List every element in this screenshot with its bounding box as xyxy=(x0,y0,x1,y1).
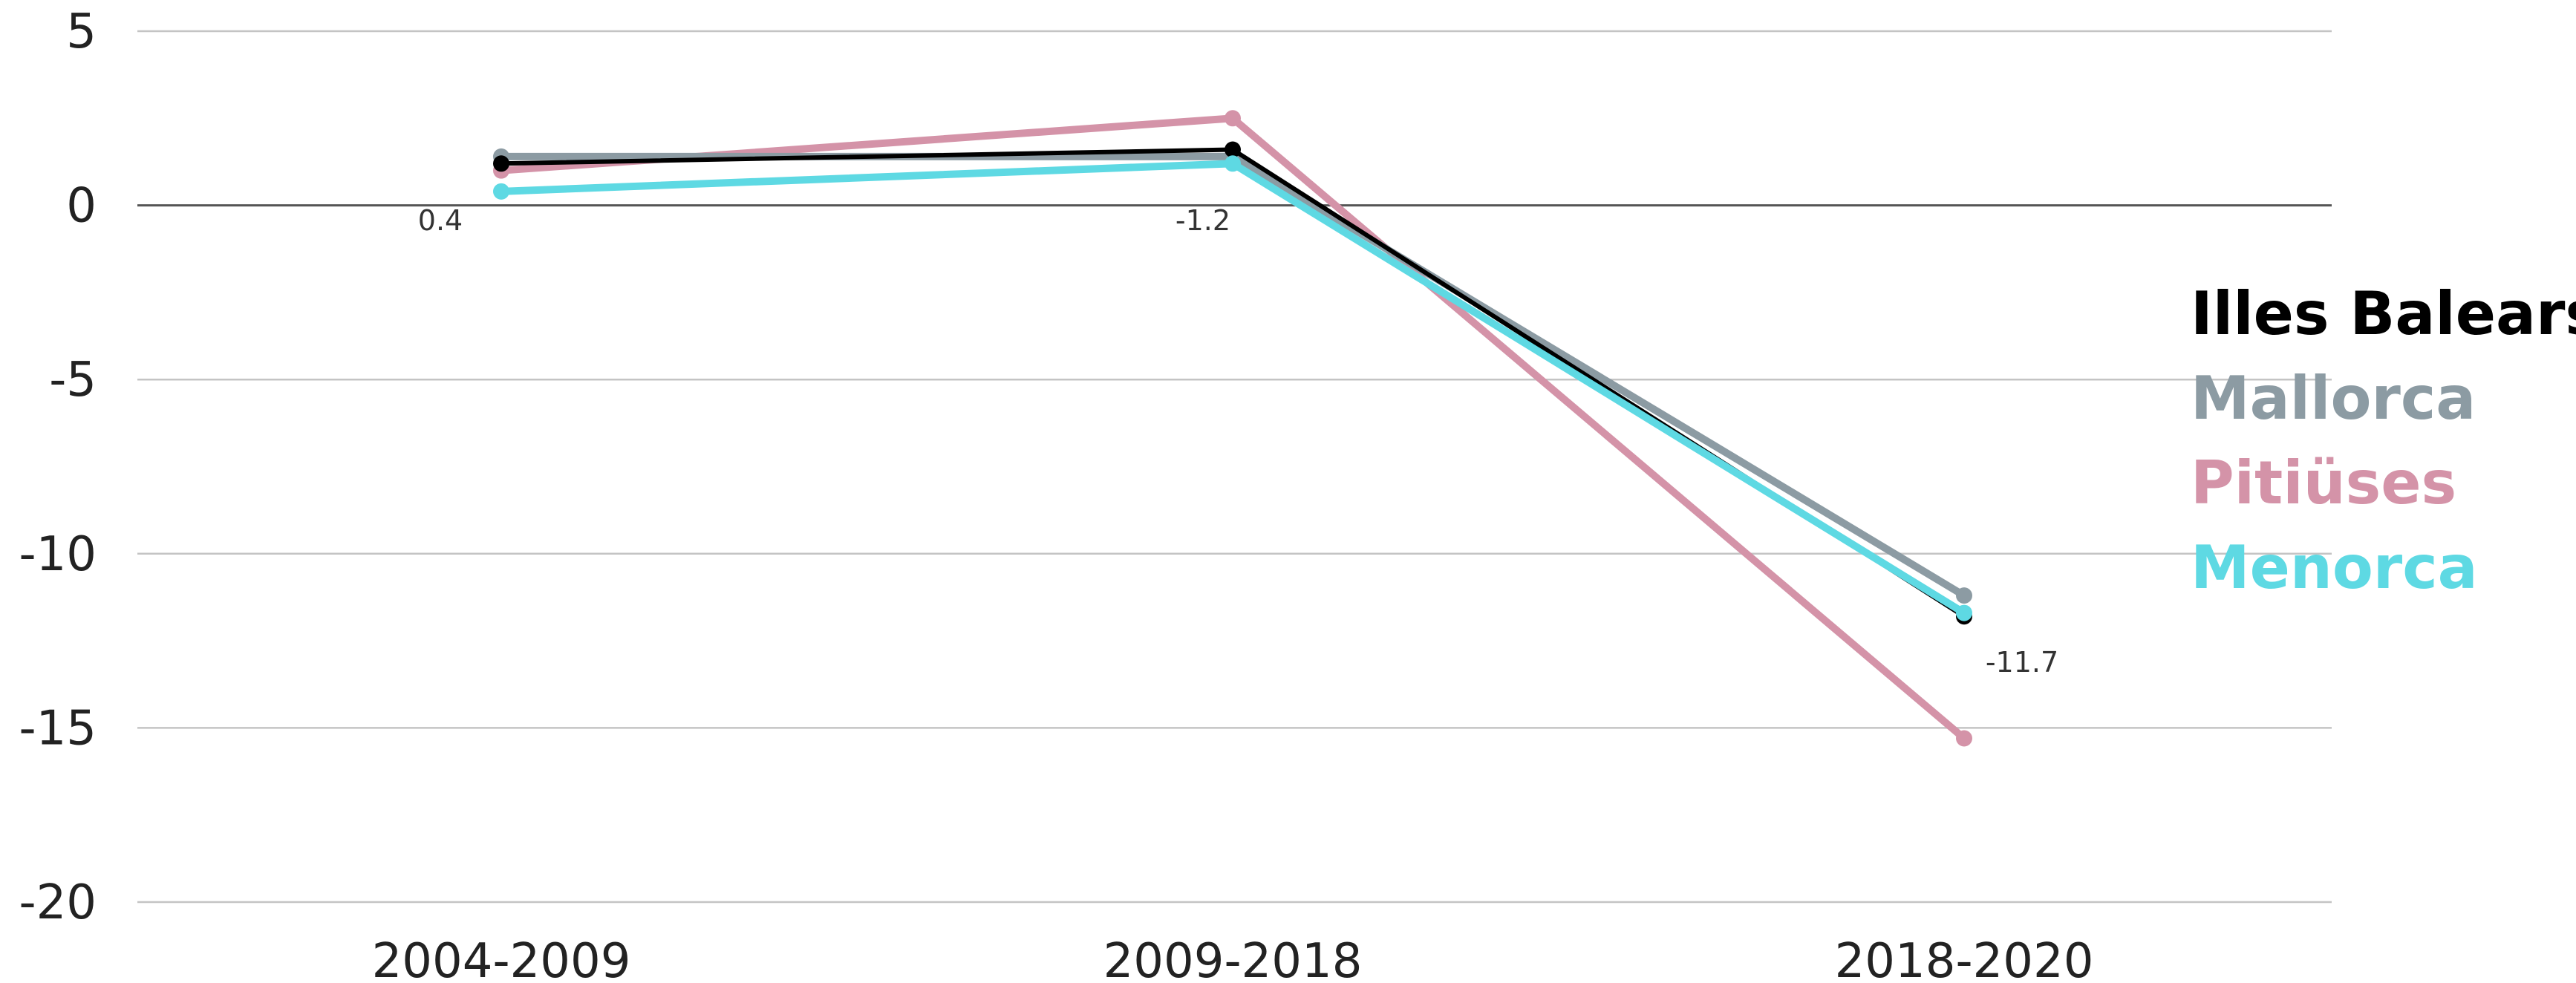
series-mallorca xyxy=(493,148,1972,604)
data-point xyxy=(1225,141,1241,158)
grid-lines xyxy=(137,30,2332,904)
x-category-label: 2004-2009 xyxy=(372,934,631,983)
data-labels: 0.4 -1.2 -11.7 xyxy=(418,204,2058,679)
legend-entry: Pitiüses xyxy=(2191,448,2456,517)
data-point xyxy=(1225,110,1241,127)
data-point xyxy=(1225,155,1241,172)
data-point xyxy=(493,183,509,200)
x-category-label: 2018-2020 xyxy=(1835,934,2094,983)
legend-entry: Illes Balears xyxy=(2191,279,2576,348)
data-label: -11.7 xyxy=(1986,646,2058,679)
data-label: 0.4 xyxy=(418,204,463,237)
data-label: -1.2 xyxy=(1175,204,1230,237)
data-point xyxy=(493,155,509,172)
y-tick-label: 0 xyxy=(66,179,97,234)
legend-entry: Mallorca xyxy=(2191,364,2476,433)
x-category-label: 2009-2018 xyxy=(1103,934,1363,983)
y-tick-label: -5 xyxy=(49,353,97,408)
y-axis-tick-labels: 5 0 -5 -10 -15 -20 xyxy=(19,4,97,930)
series-illes-balears xyxy=(493,141,1972,625)
data-point xyxy=(1956,587,1972,604)
data-point xyxy=(1956,730,1972,747)
y-tick-label: -20 xyxy=(19,875,97,930)
legend: Illes Balears Mallorca Pitiüses Menorca xyxy=(2191,279,2576,602)
data-point xyxy=(1956,604,1972,621)
y-tick-label: -15 xyxy=(19,701,97,756)
y-tick-label: 5 xyxy=(66,4,97,59)
series-lines xyxy=(493,110,1972,747)
series-line xyxy=(498,160,1968,617)
y-tick-label: -10 xyxy=(19,527,97,582)
series-menorca xyxy=(493,155,1972,621)
x-axis-category-labels: 2004-2009 2009-2018 2018-2020 xyxy=(372,934,2094,983)
series-line xyxy=(498,114,1968,742)
series-line xyxy=(499,147,1966,619)
series-line xyxy=(498,152,1968,600)
legend-entry: Menorca xyxy=(2191,533,2478,602)
